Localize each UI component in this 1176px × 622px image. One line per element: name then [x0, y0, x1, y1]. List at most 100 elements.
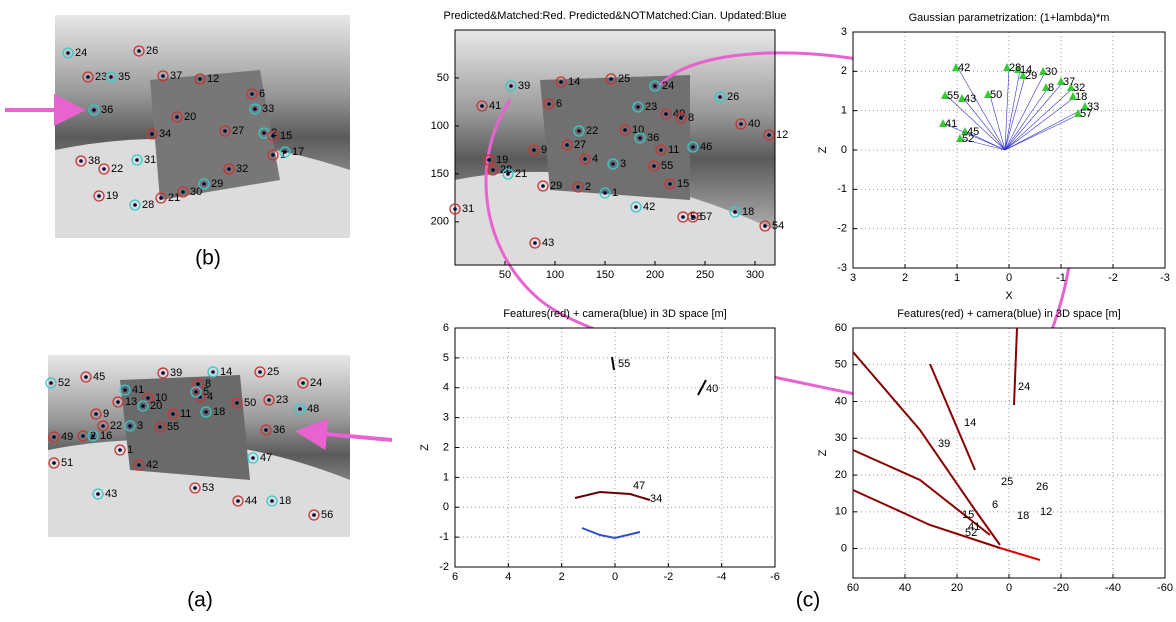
y-axis-label: Z — [817, 146, 829, 153]
y-tick-label: -1 — [439, 531, 449, 543]
feature-dot — [603, 191, 607, 195]
feature-label: 35 — [118, 71, 130, 83]
feature-marker — [249, 103, 261, 115]
point-cloud — [581, 527, 641, 540]
point-cloud — [929, 363, 976, 471]
feature-marker — [124, 420, 136, 432]
y-tick-label: -3 — [837, 262, 847, 274]
feature-label: 22 — [110, 420, 122, 432]
feature-dot — [81, 434, 85, 438]
x-tick-label: 0 — [1006, 582, 1012, 594]
y-tick-label: 50 — [835, 359, 847, 371]
feature-label: 18 — [1075, 91, 1087, 103]
feature-marker — [189, 482, 201, 494]
feature-label: 41 — [489, 100, 501, 112]
feature-marker — [660, 108, 672, 120]
feature-label: 50 — [990, 89, 1002, 101]
ray — [1004, 96, 1076, 151]
feature-label: 11 — [180, 408, 191, 420]
point-cloud — [574, 490, 651, 501]
feature-dot — [506, 172, 510, 176]
feature-dot — [271, 134, 275, 138]
feature-marker — [297, 377, 309, 389]
feature-label: 47 — [260, 452, 272, 464]
feature-dot — [253, 107, 257, 111]
feature-dot — [128, 424, 132, 428]
x-tick-label: 300 — [746, 269, 764, 281]
feature-label: 40 — [706, 383, 718, 395]
feature-marker — [105, 71, 117, 83]
feature-label: 52 — [962, 133, 974, 145]
feature-marker — [87, 430, 99, 442]
feature-marker — [735, 118, 747, 130]
feature-dot — [533, 241, 537, 245]
feature-marker — [729, 206, 741, 218]
y-tick-label: 60 — [835, 322, 847, 334]
feature-dot — [196, 382, 200, 386]
feature-marker — [167, 408, 179, 420]
x-tick-label: 2 — [902, 272, 908, 284]
feature-dot — [123, 388, 127, 392]
feature-marker — [308, 509, 320, 521]
feature-label: 33 — [1087, 101, 1099, 113]
feature-dot — [577, 129, 581, 133]
feature-marker — [294, 403, 306, 415]
feature-label: 57 — [1080, 108, 1092, 120]
axes-box — [852, 327, 1166, 579]
feature-label: 3 — [620, 158, 626, 170]
feature-label: 52 — [58, 377, 70, 389]
feature-label: 9 — [103, 408, 109, 420]
feature-marker — [133, 459, 145, 471]
ray — [1004, 87, 1049, 151]
feature-label: 8 — [1048, 82, 1054, 94]
y-tick-label: 3 — [841, 26, 847, 38]
feature-label: 38 — [88, 155, 100, 167]
y-tick-label: 50 — [437, 72, 449, 84]
ray — [957, 67, 1006, 151]
feature-marker — [619, 124, 631, 136]
feature-label: 34 — [650, 493, 662, 505]
feature-dot — [49, 381, 53, 385]
ray — [1004, 69, 1021, 151]
y-tick-label: 6 — [443, 322, 449, 334]
feature-marker — [88, 104, 100, 116]
feature-marker — [561, 139, 573, 151]
feature-marker — [687, 141, 699, 153]
x-tick-label: -20 — [1053, 582, 1069, 594]
triangle — [952, 63, 960, 71]
feature-dot — [137, 463, 141, 467]
feature-marker — [142, 392, 154, 404]
feature-label: 45 — [967, 126, 979, 138]
feature-marker — [48, 457, 60, 469]
feature-dot — [102, 167, 106, 171]
arrow — [295, 418, 393, 451]
feature-marker — [537, 180, 549, 192]
feature-label: 14 — [1020, 64, 1032, 76]
feature-label: 16 — [100, 430, 112, 442]
feature-marker — [759, 220, 771, 232]
triangle — [941, 91, 949, 99]
y-tick-label: 2 — [443, 441, 449, 453]
link-curve — [484, 99, 906, 407]
feature-dot — [198, 77, 202, 81]
triangle — [1039, 67, 1047, 75]
feature-marker — [649, 80, 661, 92]
feature-label: 24 — [75, 47, 87, 59]
feature-dot — [158, 425, 162, 429]
feature-marker — [263, 394, 275, 406]
feature-marker — [207, 366, 219, 378]
feature-label: 11 — [668, 144, 679, 156]
feature-dot — [668, 182, 672, 186]
feature-label: 8 — [688, 112, 694, 124]
feature-label: 41 — [132, 384, 144, 396]
ray — [963, 98, 1006, 151]
y-axis-label: Z — [817, 449, 829, 456]
y-tick-label: -2 — [837, 223, 847, 235]
y-tick-label: 5 — [443, 352, 449, 364]
triangle — [984, 90, 992, 98]
feature-label: 6 — [992, 499, 998, 511]
feature-dot — [159, 196, 163, 200]
feature-dot — [96, 492, 100, 496]
feature-dot — [181, 190, 185, 194]
feature-label: 21 — [515, 168, 527, 180]
